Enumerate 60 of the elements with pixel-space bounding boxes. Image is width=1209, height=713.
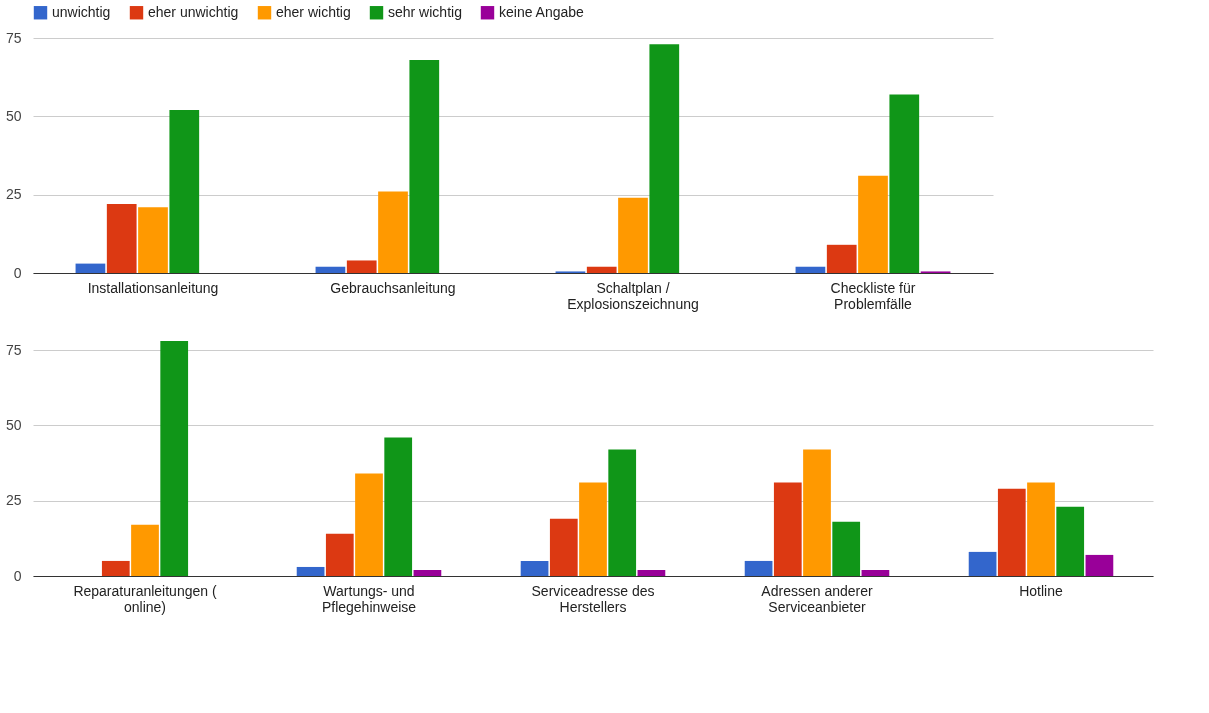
bar bbox=[649, 44, 680, 273]
bar bbox=[520, 560, 549, 576]
bar bbox=[832, 521, 861, 576]
bar bbox=[1056, 506, 1085, 576]
x-tick-label: Hotline bbox=[1019, 582, 1063, 599]
legend-label: eher wichtig bbox=[276, 3, 351, 20]
bar bbox=[826, 244, 857, 273]
y-tick-label: 50 bbox=[5, 107, 22, 124]
x-tick-label: Installationsanleitung bbox=[87, 279, 219, 296]
bar bbox=[384, 437, 413, 576]
bar bbox=[346, 260, 377, 273]
bar bbox=[968, 551, 997, 576]
x-tick-label: Schaltplan / Explosionszeichnung bbox=[567, 279, 699, 312]
y-tick-label: 25 bbox=[5, 186, 22, 203]
bar bbox=[858, 175, 888, 273]
bar bbox=[296, 566, 325, 576]
bar bbox=[138, 207, 168, 273]
bar bbox=[106, 204, 137, 273]
bar bbox=[549, 518, 578, 576]
bar bbox=[169, 110, 200, 273]
bar bbox=[378, 191, 408, 273]
bar bbox=[744, 560, 773, 576]
bar bbox=[773, 482, 802, 576]
bar bbox=[618, 197, 648, 273]
y-tick-label: 25 bbox=[5, 492, 22, 509]
bar bbox=[889, 94, 920, 273]
bar bbox=[160, 341, 189, 576]
x-tick-label: Checkliste für Problemfälle bbox=[830, 279, 916, 312]
legend-label: unwichtig bbox=[52, 3, 111, 20]
bar bbox=[997, 488, 1026, 576]
bar bbox=[795, 266, 826, 273]
bar bbox=[413, 569, 442, 576]
bar bbox=[355, 473, 383, 576]
y-tick-label: 75 bbox=[5, 341, 22, 358]
bar bbox=[579, 482, 607, 576]
bar bbox=[608, 449, 637, 576]
x-tick-label: Wartungs- und Pflegehinweise bbox=[321, 582, 417, 615]
bar bbox=[131, 524, 159, 576]
bar bbox=[75, 263, 106, 273]
legend-label: keine Angabe bbox=[499, 3, 585, 20]
bar bbox=[315, 266, 346, 273]
x-tick-label: Adressen anderer Serviceanbieter bbox=[761, 582, 873, 615]
bar bbox=[325, 533, 354, 576]
legend-label: eher unwichtig bbox=[148, 3, 239, 20]
legend-label: sehr wichtig bbox=[388, 3, 462, 20]
bar bbox=[861, 569, 890, 576]
y-tick-label: 50 bbox=[5, 416, 22, 433]
bar bbox=[1027, 482, 1055, 576]
bar bbox=[637, 569, 666, 576]
bar bbox=[586, 266, 617, 273]
x-tick-label: Gebrauchsanleitung bbox=[330, 279, 456, 296]
x-tick-label: Reparaturanleitungen ( online) bbox=[73, 582, 217, 615]
x-tick-label: Serviceadresse des Herstellers bbox=[531, 582, 655, 615]
y-tick-label: 0 bbox=[13, 567, 22, 584]
bar bbox=[409, 59, 440, 273]
y-tick-label: 0 bbox=[13, 264, 22, 281]
bar bbox=[101, 560, 130, 576]
bar bbox=[1085, 554, 1114, 576]
bar bbox=[803, 449, 831, 576]
y-tick-label: 75 bbox=[5, 29, 22, 46]
